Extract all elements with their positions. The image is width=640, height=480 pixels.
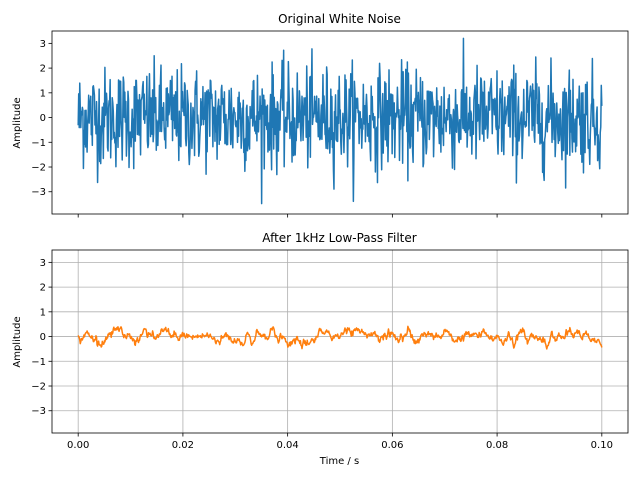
y-tick-label: 2 (40, 283, 46, 294)
subplot-low-pass-filtered: After 1kHz Low-Pass Filter Amplitude −3−… (12, 231, 629, 467)
plot-series (77, 325, 603, 350)
y-tick-label: −3 (31, 406, 46, 417)
y-tick-label: −2 (31, 163, 46, 174)
y-tick-label: 3 (40, 39, 46, 50)
grid-lines (52, 250, 628, 433)
y-axis-label: Amplitude (12, 97, 23, 148)
y-tick-label: 0 (40, 113, 46, 124)
subplot-title: Original White Noise (278, 12, 401, 26)
x-tick-label: 0.06 (381, 440, 403, 451)
y-tick-label: 3 (40, 258, 46, 269)
x-ticks: 0.00 0.02 0.04 0.06 0.08 0.10 (67, 433, 613, 451)
x-tick-label: 0.08 (486, 440, 508, 451)
axes-frame (51, 30, 629, 215)
y-tick-label: −2 (31, 382, 46, 393)
y-tick-label: 1 (40, 307, 46, 318)
y-ticks: −3 −2 −1 0 1 2 3 (31, 39, 52, 198)
y-tick-label: −1 (31, 138, 46, 149)
y-tick-label: −3 (31, 187, 46, 198)
x-ticks (77, 214, 603, 218)
series-line (77, 325, 603, 350)
x-tick-label: 0.00 (67, 440, 89, 451)
x-tick-label: 0.02 (172, 440, 194, 451)
axes-frame (51, 249, 629, 434)
y-tick-label: 1 (40, 88, 46, 99)
y-axis-label: Amplitude (12, 316, 23, 367)
x-axis-label: Time / s (319, 456, 359, 467)
y-ticks: −3 −2 −1 0 1 2 3 (31, 258, 52, 417)
y-tick-label: 2 (40, 64, 46, 75)
series-line (77, 37, 603, 205)
y-tick-label: −1 (31, 357, 46, 368)
x-tick-label: 0.04 (277, 440, 299, 451)
subplot-title: After 1kHz Low-Pass Filter (262, 231, 416, 245)
x-tick-label: 0.10 (591, 440, 613, 451)
y-tick-label: 0 (40, 332, 46, 343)
subplot-original-white-noise: Original White Noise Amplitude −3 −2 −1 0 1 2… (12, 12, 629, 218)
plot-series (77, 37, 603, 205)
